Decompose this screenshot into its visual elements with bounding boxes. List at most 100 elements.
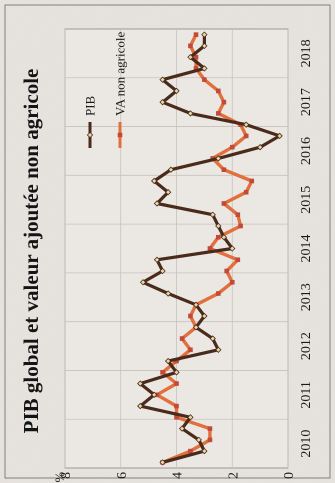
y-tick-label: 6: [115, 472, 130, 479]
data-point: [193, 32, 199, 37]
data-point: [243, 189, 249, 195]
data-point: [164, 290, 172, 297]
legend-marker: [86, 131, 94, 139]
data-point: [209, 211, 216, 218]
x-tick-label: 2018: [299, 39, 314, 67]
data-point: [192, 301, 200, 308]
data-point: [216, 234, 221, 240]
data-point: [229, 245, 236, 252]
y-axis-label: En %: [53, 472, 67, 483]
data-point: [173, 369, 180, 376]
legend: PIB VA non agricole: [83, 32, 128, 148]
data-point: [188, 43, 193, 49]
y-tick-label: 8: [59, 472, 74, 479]
data-point: [202, 77, 207, 82]
y-tick-label: 4: [171, 472, 186, 479]
legend-label: PIB: [83, 95, 98, 116]
data-point: [178, 425, 186, 432]
data-point: [159, 76, 166, 83]
data-point: [201, 65, 208, 72]
data-point: [188, 448, 193, 454]
data-point: [201, 42, 208, 50]
data-point: [137, 380, 144, 387]
data-point: [256, 144, 264, 151]
data-point: [201, 31, 208, 38]
data-point: [207, 437, 213, 443]
data-point: [215, 155, 222, 162]
data-point: [221, 201, 227, 206]
data-point: [201, 312, 208, 320]
data-point: [195, 436, 202, 444]
data-point: [193, 54, 199, 60]
data-point: [153, 256, 161, 263]
data-point: [159, 99, 166, 106]
data-point: [174, 381, 179, 386]
data-point: [173, 87, 180, 95]
series: [137, 31, 283, 466]
data-point: [209, 335, 216, 342]
data-point: [215, 222, 222, 230]
data-point: [238, 223, 243, 229]
data-point: [221, 99, 227, 105]
data-point: [139, 279, 147, 286]
data-point: [160, 370, 165, 375]
data-point: [187, 53, 194, 61]
legend-marker: [117, 132, 123, 138]
x-tick-label: 2012: [299, 332, 314, 360]
gridlines: [64, 28, 289, 469]
x-tick-label: 2015: [299, 186, 314, 214]
data-point: [224, 268, 229, 274]
data-point: [229, 144, 235, 150]
data-point: [243, 133, 249, 139]
outer-frame: [4, 4, 331, 479]
series-pib: [137, 31, 283, 466]
data-point: [164, 189, 172, 196]
data-point: [229, 279, 235, 285]
data-point: [151, 177, 158, 185]
data-point: [235, 257, 241, 263]
legend-label: VA non agricole: [113, 32, 128, 116]
data-point: [167, 166, 175, 173]
data-point: [164, 357, 172, 365]
x-tick-label: 2016: [299, 137, 314, 165]
data-point: [216, 111, 221, 116]
y-tick-label: 2: [226, 472, 241, 479]
data-point: [207, 246, 213, 251]
data-point: [249, 178, 255, 184]
y-tick-label: 0: [282, 472, 297, 479]
data-point: [243, 121, 250, 128]
x-tick-label: 2014: [299, 235, 314, 263]
data-point: [153, 200, 161, 207]
series-va-non-agricole: [154, 32, 255, 465]
data-point: [192, 324, 200, 331]
data-point: [220, 234, 228, 241]
x-tick-label: 2011: [299, 381, 314, 408]
data-point: [174, 403, 179, 409]
data-point: [201, 447, 208, 455]
data-point: [137, 402, 144, 410]
data-point: [151, 391, 158, 398]
data-point: [188, 313, 193, 319]
axes: 0 2 4 6 8En % 2010 2011 2012 2013 2014 2015 2016 201…: [53, 39, 314, 483]
chart-title: PIB global et valeur ajoutée non agricol…: [19, 69, 43, 434]
x-tick-label: 2013: [299, 283, 314, 311]
data-point: [216, 291, 221, 296]
data-point: [207, 426, 213, 431]
data-point: [235, 212, 241, 218]
data-point: [216, 88, 221, 94]
data-point: [187, 110, 194, 117]
data-point: [215, 346, 222, 353]
data-point: [159, 459, 166, 466]
data-point: [188, 347, 193, 353]
data-point: [159, 267, 166, 275]
x-tick-label: 2010: [299, 430, 314, 458]
data-point: [221, 167, 227, 173]
data-point: [187, 414, 194, 421]
x-tick-label: 2017: [299, 88, 314, 116]
chart-rotated-group: PIB global et valeur ajoutée non agricol…: [19, 28, 314, 483]
data-point: [174, 415, 179, 420]
data-point: [179, 336, 185, 341]
data-point: [276, 132, 283, 140]
